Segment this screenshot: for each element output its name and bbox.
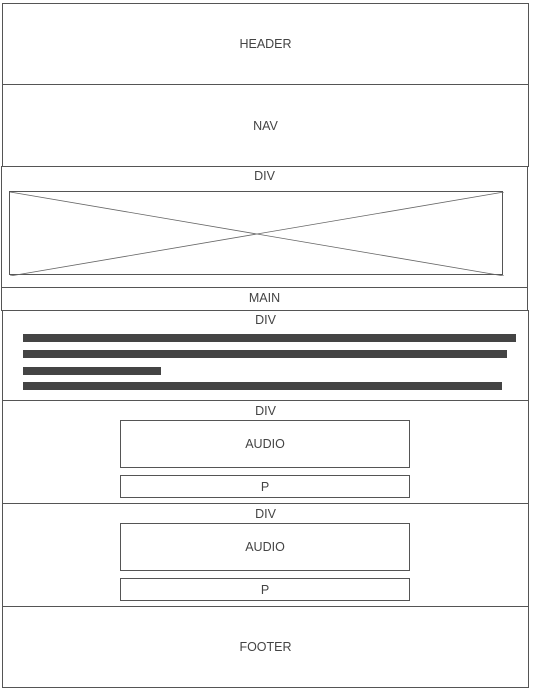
main-block: MAIN: [1, 287, 528, 311]
div-audio-2-label: DIV: [255, 507, 276, 521]
p-2-label: P: [260, 582, 270, 597]
image-placeholder-cross-icon: [10, 192, 504, 276]
audio-player-2[interactable]: AUDIO: [120, 523, 410, 571]
div-audio-1-label: DIV: [255, 404, 276, 418]
div-image-label: DIV: [254, 169, 275, 183]
footer-block: FOOTER: [2, 606, 529, 688]
text-line-3: [23, 367, 161, 375]
paragraph-1: P: [120, 475, 410, 498]
p-1-label: P: [260, 479, 270, 494]
nav-block: NAV: [2, 84, 529, 167]
header-label: HEADER: [239, 37, 292, 51]
nav-label: NAV: [253, 118, 278, 133]
main-label: MAIN: [248, 291, 281, 305]
audio-player-1[interactable]: AUDIO: [120, 420, 410, 468]
div-text-label: DIV: [255, 313, 276, 327]
audio-2-label: AUDIO: [245, 540, 285, 554]
audio-1-label: AUDIO: [245, 437, 285, 451]
text-line-4: [23, 382, 502, 390]
text-line-1: [23, 334, 516, 342]
header-block: HEADER: [2, 3, 529, 85]
footer-label: FOOTER: [239, 640, 292, 654]
paragraph-2: P: [120, 578, 410, 601]
image-placeholder: [9, 191, 504, 276]
text-line-2: [23, 350, 507, 358]
